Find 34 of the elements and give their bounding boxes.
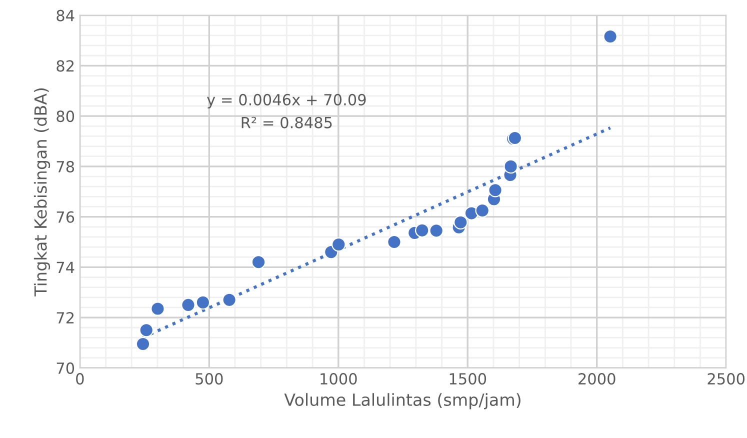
point	[603, 29, 618, 44]
point	[251, 255, 266, 270]
annotation: y = 0.0046x + 70.09	[207, 94, 366, 108]
point	[181, 298, 196, 312]
point	[504, 159, 518, 174]
y-tick-label: 80	[56, 110, 74, 122]
y-tick-label: 82	[56, 60, 74, 72]
y-axis-title: Tingkat Kebisingan (dBA)	[34, 88, 50, 296]
point	[196, 295, 210, 310]
x-tick-label: 1000	[320, 373, 357, 385]
x-tick-label: 0	[76, 373, 84, 385]
x-tick-label: 500	[196, 373, 223, 385]
y-tick-label: 74	[56, 262, 74, 273]
y-tick-label: 72	[56, 312, 74, 324]
annotation: R² = 0.8485	[242, 116, 332, 128]
y-tick-label: 70	[56, 362, 74, 374]
x-tick-label: 2500	[708, 373, 745, 385]
point	[414, 223, 430, 238]
x-axis-title: Volume Lalulintas (smp/jam)	[284, 393, 520, 410]
point	[139, 323, 154, 338]
x-tick-label: 1500	[450, 373, 486, 385]
y-tick-label: 78	[56, 160, 74, 172]
y-tick-label: 76	[56, 211, 74, 223]
point	[475, 203, 490, 218]
point	[454, 215, 468, 230]
point	[387, 234, 402, 250]
point	[150, 302, 165, 316]
point	[488, 182, 502, 198]
y-tick-label: 84	[56, 10, 74, 22]
x-tick-label: 2000	[578, 373, 616, 385]
point	[332, 237, 346, 252]
point	[222, 292, 236, 308]
point	[429, 224, 444, 238]
point	[136, 336, 150, 352]
